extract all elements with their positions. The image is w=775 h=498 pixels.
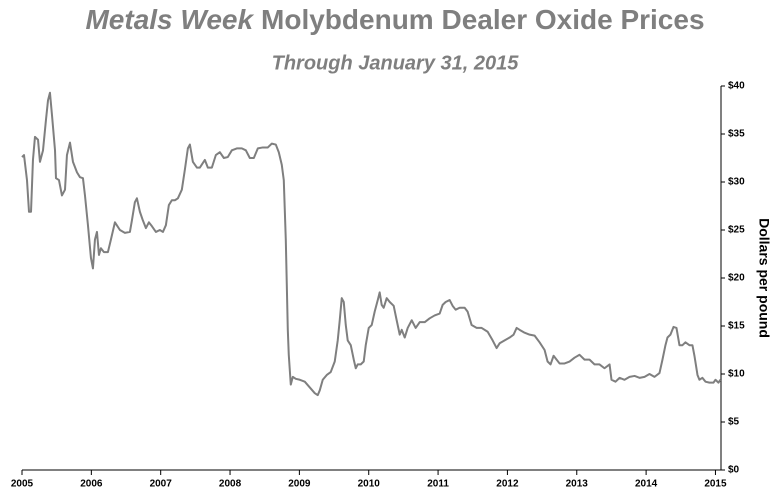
chart-title: Metals Week Molybdenum Dealer Oxide Price… (85, 4, 704, 35)
x-tick-label: 2009 (288, 479, 311, 490)
price-line (21, 91, 722, 397)
x-tick-label: 2008 (219, 479, 242, 490)
y-tick-label: $15 (728, 321, 745, 332)
x-tick-label: 2013 (566, 479, 589, 490)
y-tick-label: $30 (728, 177, 745, 188)
x-tick-label: 2014 (635, 479, 658, 490)
x-tick-label: 2006 (80, 479, 103, 490)
y-tick-label: $0 (728, 465, 740, 476)
x-tick-label: 2012 (496, 479, 519, 490)
x-tick-label: 2015 (704, 479, 727, 490)
title-rest: Molybdenum Dealer Oxide Prices (261, 4, 705, 35)
y-tick-label: $40 (728, 81, 745, 92)
y-tick-label: $5 (728, 417, 740, 428)
y-tick-label: $35 (728, 129, 745, 140)
y-axis-label: Dollars per pound (756, 218, 772, 338)
y-tick-label: $10 (728, 369, 745, 380)
title-italic: Metals Week (85, 4, 254, 35)
y-tick-label: $20 (728, 273, 745, 284)
x-tick-label: 2011 (427, 479, 449, 490)
chart-subtitle: Through January 31, 2015 (272, 52, 520, 74)
x-tick-label: 2005 (11, 479, 34, 490)
x-tick-label: 2007 (150, 479, 173, 490)
x-tick-label: 2010 (358, 479, 381, 490)
y-tick-label: $25 (728, 225, 745, 236)
